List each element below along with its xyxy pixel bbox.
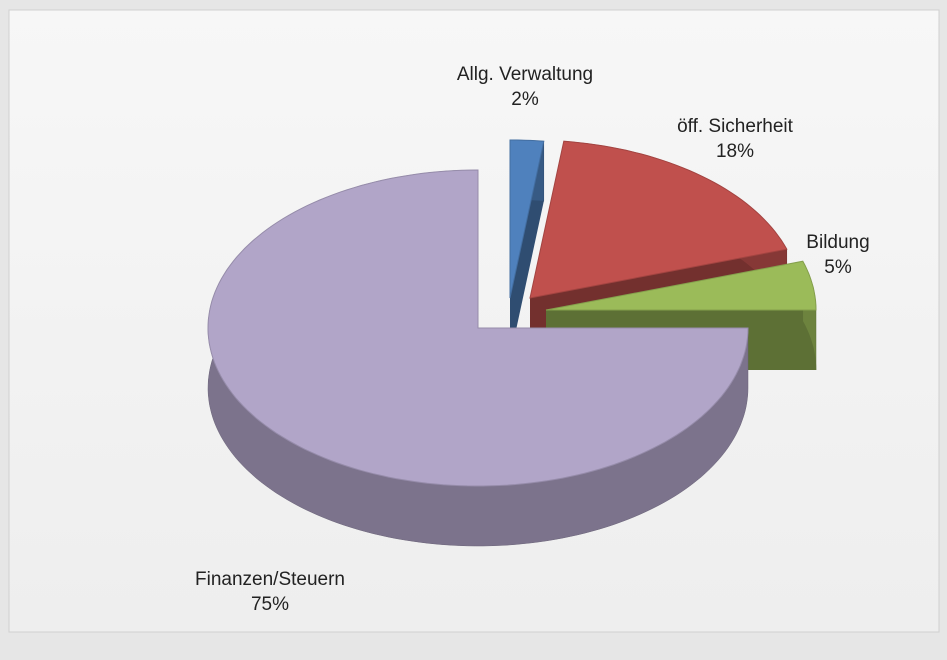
slice-value-label: 5% xyxy=(824,257,852,278)
slice xyxy=(529,140,788,299)
slice-label: Allg. Verwaltung xyxy=(457,64,593,85)
pie-tops xyxy=(207,139,817,487)
slice-label: Finanzen/Steuern xyxy=(195,569,345,590)
slice-value-label: 18% xyxy=(716,141,754,162)
slice-value-label: 75% xyxy=(251,594,289,615)
labels: Allg. Verwaltung 2% öff. Sicherheit 18% Bild… xyxy=(195,64,870,615)
slice xyxy=(509,139,545,299)
slice xyxy=(207,169,749,487)
slice-value-label: 2% xyxy=(511,89,539,110)
slice-label: Bildung xyxy=(806,232,869,253)
slice-label: öff. Sicherheit xyxy=(677,116,794,137)
slice xyxy=(545,260,817,311)
